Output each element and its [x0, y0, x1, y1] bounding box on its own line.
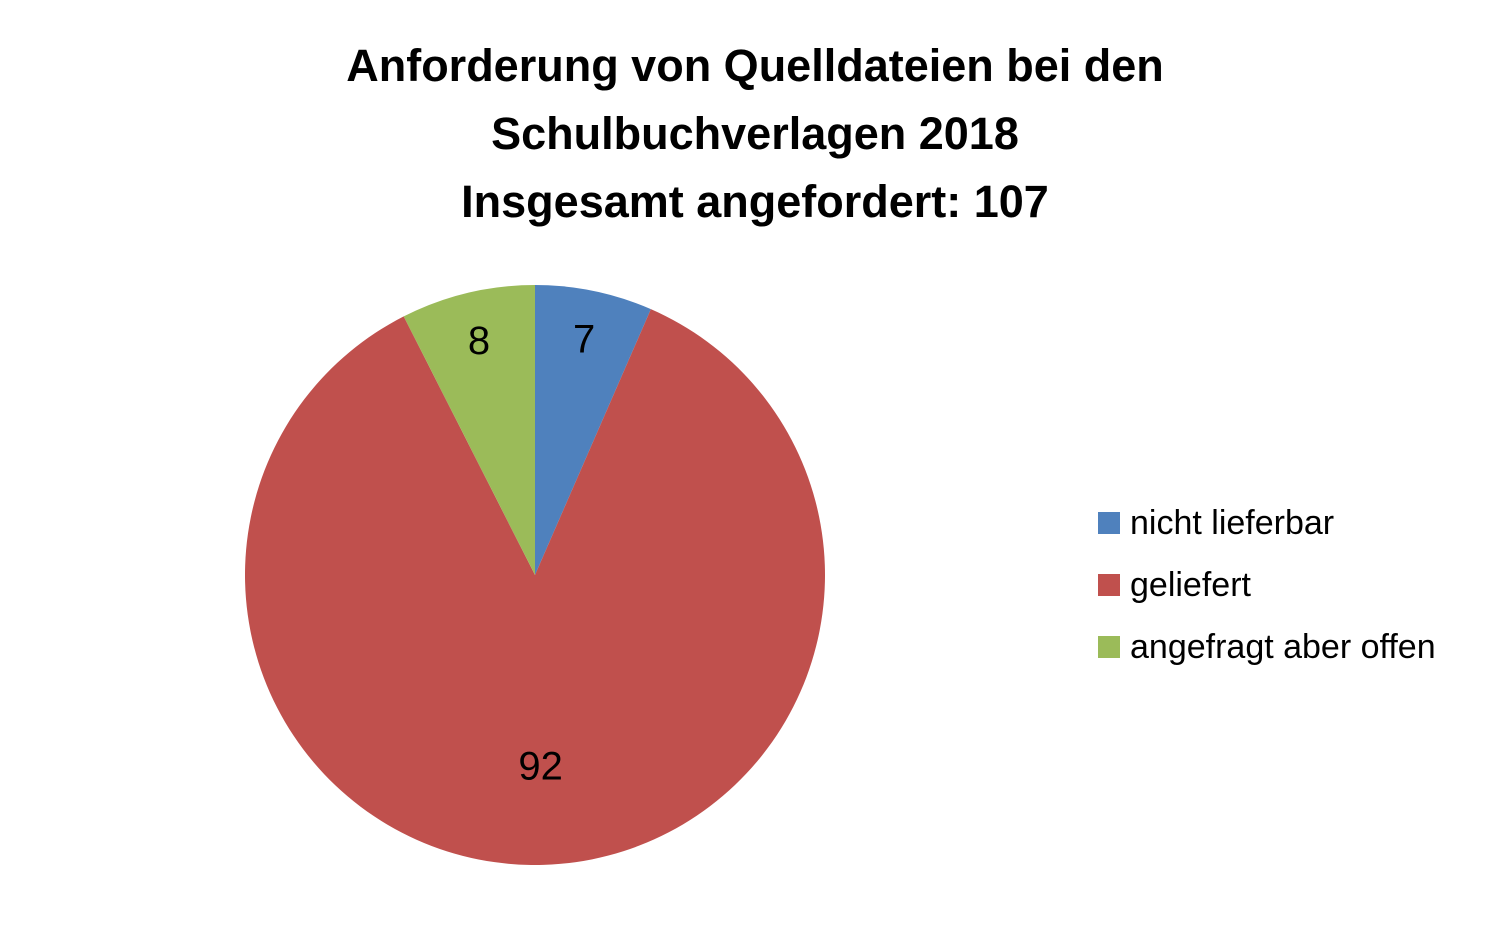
- pie-slice-label-0: 7: [573, 317, 595, 361]
- legend-label-2: angefragt aber offen: [1130, 627, 1436, 666]
- legend-label-0: nicht lieferbar: [1130, 503, 1335, 542]
- legend-item-2: angefragt aber offen: [1098, 616, 1436, 678]
- legend-swatch-2: [1098, 636, 1120, 658]
- chart-title-line-1: Anforderung von Quelldateien bei den: [346, 40, 1164, 91]
- chart-title-line-2: Schulbuchverlagen 2018: [491, 108, 1019, 159]
- chart-title-line-3: Insgesamt angefordert: 107: [461, 176, 1049, 227]
- pie-slice-label-1: 92: [518, 744, 563, 788]
- legend-item-0: nicht lieferbar: [1098, 492, 1436, 554]
- chart-title: Anforderung von Quelldateien bei den Sch…: [0, 32, 1499, 236]
- pie-slice-2: [403, 285, 535, 575]
- legend: nicht lieferbar geliefert angefragt aber o…: [1098, 492, 1436, 678]
- pie-slice-0: [535, 285, 651, 575]
- legend-item-1: geliefert: [1098, 554, 1436, 616]
- pie-slice-1: [244, 309, 826, 865]
- pie-slice-label-2: 8: [468, 319, 490, 363]
- legend-swatch-0: [1098, 512, 1120, 534]
- legend-label-1: geliefert: [1130, 565, 1251, 604]
- legend-swatch-1: [1098, 574, 1120, 596]
